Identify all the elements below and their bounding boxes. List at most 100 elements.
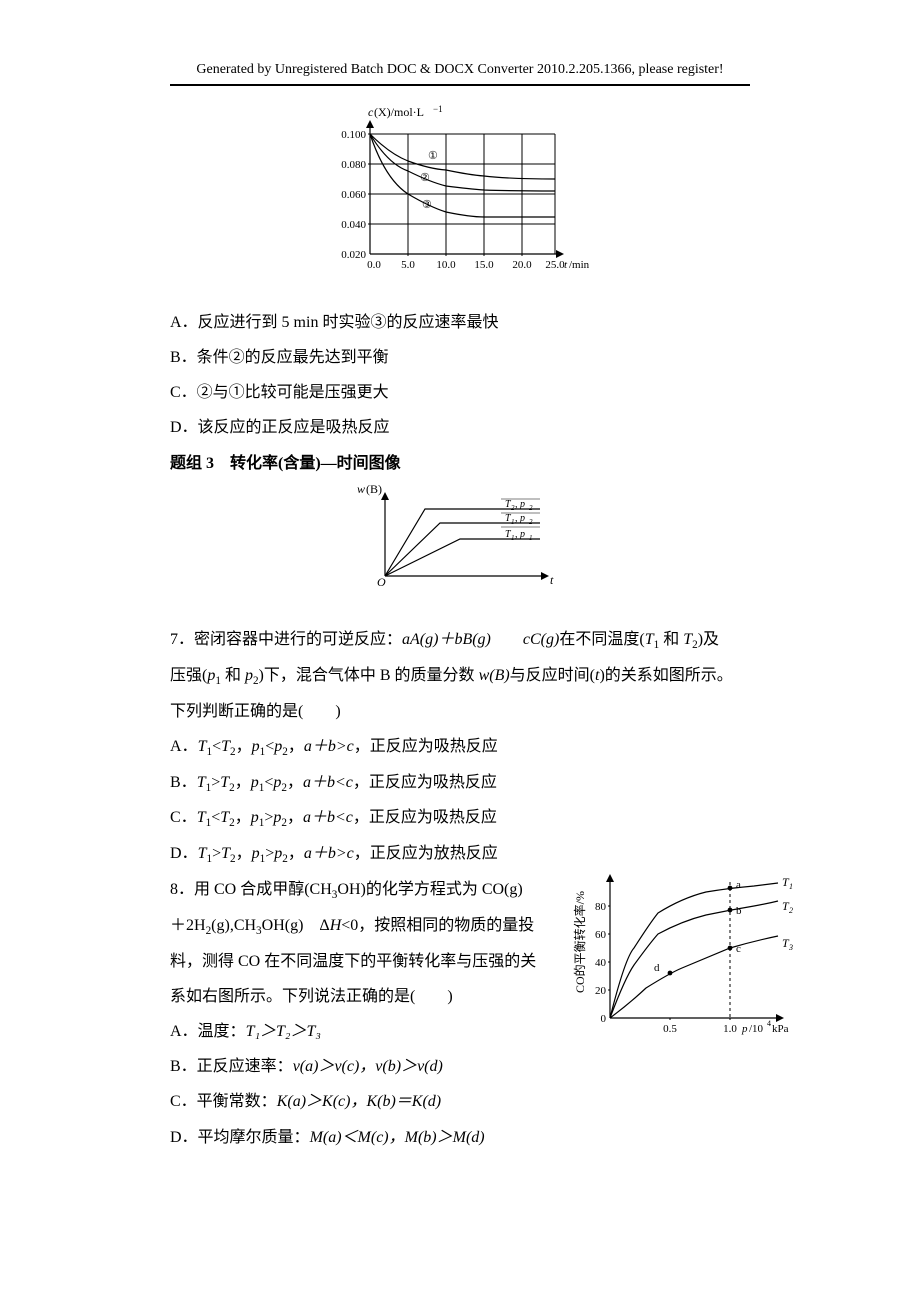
converter-header: Generated by Unregistered Batch DOC & DO… [170,60,750,80]
svg-text:2: 2 [789,906,793,915]
q8A-pre: A．温度： [170,1023,246,1040]
q7-stem-d: )及 [698,631,719,648]
q7-eqn-right: cC(g) [523,631,559,648]
q7-stem-g: )下，混合气体中 B 的质量分数 [259,667,479,684]
q7B-rel1: > [211,774,220,791]
q7D-rel2: > [265,845,274,862]
svg-text:0.040: 0.040 [341,219,366,231]
q7B-rel2: < [264,774,273,791]
q7-p2: p [245,667,253,684]
q7C-p1: p [251,809,259,826]
q7D-p2s: 2 [282,853,288,865]
q7-T1: T [645,631,654,648]
svg-text:1.0: 1.0 [723,1023,737,1035]
svg-text:10.0: 10.0 [436,259,456,271]
q7A-abc: a＋b>c [304,738,354,755]
q7A-T2: T [221,738,230,755]
q8-s-b: ＋2H [170,917,206,934]
svg-text:0: 0 [601,1013,607,1025]
q7B-T2: T [220,774,229,791]
q7-option-a: A．T1<T2，p1<p2，a＋b>c，正反应为吸热反应 [170,729,750,765]
q8-s-c4: <0，按照相同的物质的量投 [341,917,534,934]
q7-option-b: B．T1>T2，p1<p2，a＋b<c，正反应为吸热反应 [170,765,750,801]
svg-text:t: t [550,573,554,587]
q7-option-d: D．T1>T2，p1>p2，a＋b>c，正反应为放热反应 [170,836,750,872]
q8-s-c2: OH(g) Δ [262,917,330,934]
svg-text:60: 60 [595,929,607,941]
q7B-p2s: 2 [281,782,287,794]
svg-text:, p: , p [515,529,525,540]
svg-text:0.080: 0.080 [341,159,366,171]
svg-text:/min: /min [569,259,590,271]
q7C-pre: C． [170,809,197,826]
q7D-T2s: 2 [230,853,236,865]
svg-text:25.0: 25.0 [545,259,565,271]
group3-title: 题组 3 转化率(含量)—时间图像 [170,446,750,481]
q7C-p2s: 2 [281,818,287,830]
svg-text:0.060: 0.060 [341,189,366,201]
q7A-p1: p [252,738,260,755]
svg-text:1: 1 [789,882,793,891]
q7D-tail: ，正反应为放热反应 [354,845,498,862]
q8B: v(a)＞v(c)，v(b)＞v(d) [293,1058,443,1075]
q8-option-d: D．平均摩尔质量：M(a)＜M(c)，M(b)＞M(d) [170,1120,750,1155]
svg-text:40: 40 [595,957,607,969]
q7-stem-2: 压强(p1 和 p2)下，混合气体中 B 的质量分数 w(B)与反应时间(t)的… [170,658,750,694]
svg-text:0.100: 0.100 [341,129,366,141]
svg-text:t: t [564,259,568,271]
svg-text:0.0: 0.0 [367,259,381,271]
q7C-tail: ，正反应为吸热反应 [353,809,497,826]
svg-text:80: 80 [595,901,607,913]
q8-option-c: C．平衡常数：K(a)＞K(c)，K(b)＝K(d) [170,1084,750,1119]
svg-text:kPa: kPa [772,1023,789,1035]
svg-text:w: w [357,482,365,496]
q8D-pre: D．平均摩尔质量： [170,1129,310,1146]
svg-text:20: 20 [595,985,607,997]
q7-wB: w(B) [479,667,510,684]
q8D: M(a)＜M(c)，M(b)＞M(d) [310,1129,485,1146]
q7-stem-c: 和 [659,631,683,648]
q7A-pre: A． [170,738,198,755]
q7A-rel1: < [212,738,221,755]
svg-text:/10: /10 [749,1023,764,1035]
chart3: CO的平衡转化率/% 0 20 40 60 80 0.5 1.0 p /10 4 [570,868,800,1043]
svg-text:(X)/mol·L: (X)/mol·L [374,105,424,119]
q7A-tail: ，正反应为吸热反应 [354,738,498,755]
svg-text:0.020: 0.020 [341,249,366,261]
q8-option-b: B．正反应速率：v(a)＞v(c)，v(b)＞v(d) [170,1049,750,1084]
chart1: c (X)/mol·L −1 0.100 0.080 0.060 0.040 0… [170,104,750,287]
q8-s-b2: (g) [211,917,230,934]
q7B-abc: a＋b<c [303,774,353,791]
q7-eqn-left: aA(g)＋bB(g) [402,631,491,648]
q7D-p1: p [252,845,260,862]
q7C-rel2: > [264,809,273,826]
svg-text:d: d [654,962,660,974]
q8-H: H [330,917,342,934]
svg-text:20.0: 20.0 [512,259,532,271]
q7A-T2s: 2 [230,746,236,758]
svg-text:2: 2 [529,504,533,512]
q7C-abc: a＋b<c [303,809,353,826]
q7B-p1: p [251,774,259,791]
svg-text:5.0: 5.0 [401,259,415,271]
q7D-abc: a＋b>c [304,845,354,862]
q7B-T1: T [197,774,206,791]
svg-text:CO的平衡转化率/%: CO的平衡转化率/% [572,891,587,993]
svg-text:0.5: 0.5 [663,1023,677,1035]
header-rule [170,84,750,86]
q6-option-a: A．反应进行到 5 min 时实验③的反应速率最快 [170,305,750,340]
chart2: w (B) O t T2, p2 T1, p2 T1, p1 [170,481,750,604]
q6-option-c: C．②与①比较可能是压强更大 [170,375,750,410]
q7-T2: T [683,631,692,648]
q7-stem: 7．密闭容器中进行的可逆反应：aA(g)＋bB(g) cC(g)在不同温度(T1… [170,622,750,658]
svg-text:4: 4 [767,1019,771,1028]
q6-option-d: D．该反应的正反应是吸热反应 [170,410,750,445]
svg-text:p: p [741,1023,748,1035]
q8-s-a: 8．用 CO 合成甲醇(CH [170,881,332,898]
svg-text:, p: , p [515,499,525,510]
svg-text:(B): (B) [366,482,382,496]
q7C-T2: T [220,809,229,826]
q8B-pre: B．正反应速率： [170,1058,293,1075]
q7A-rel2: < [265,738,274,755]
q7D-T2: T [221,845,230,862]
